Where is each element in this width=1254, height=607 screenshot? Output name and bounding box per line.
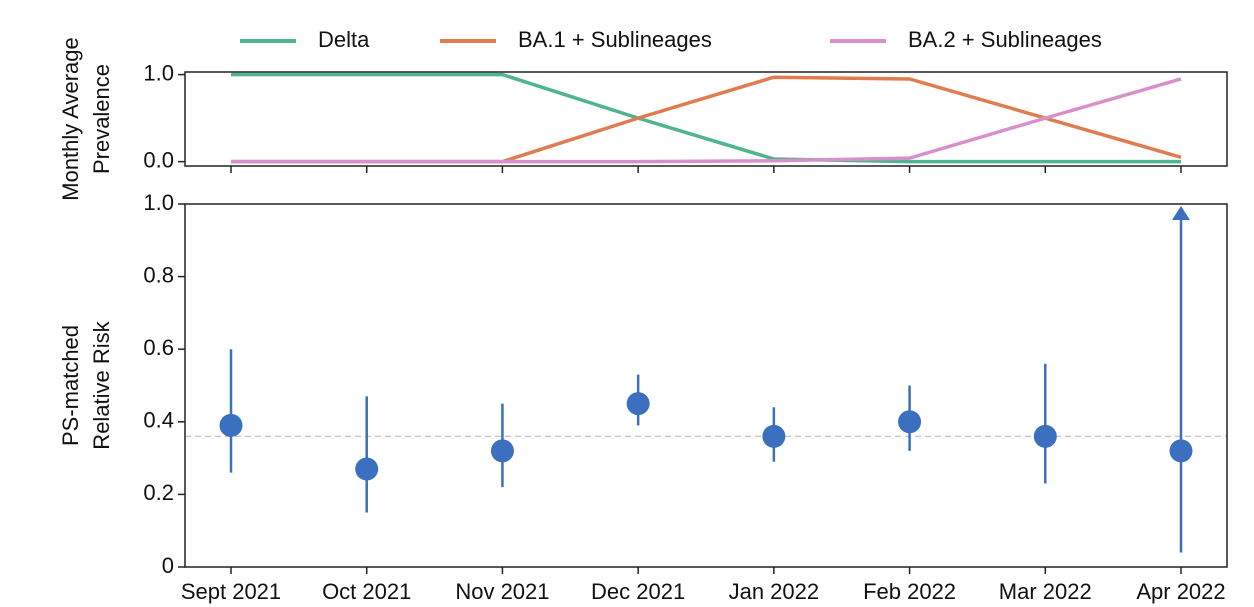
x-tick-label: Nov 2021 <box>455 579 549 604</box>
plot-frame <box>184 203 1228 568</box>
x-tick-label: Sept 2021 <box>181 579 281 604</box>
y-axis-label: Relative Risk <box>89 320 114 449</box>
y-tick-label: 0.8 <box>143 262 174 287</box>
point <box>898 410 922 434</box>
point <box>1033 424 1057 448</box>
point <box>219 413 243 437</box>
point <box>626 392 650 416</box>
x-tick-label: Oct 2021 <box>322 579 411 604</box>
point <box>355 457 379 481</box>
y-tick-label: 1.0 <box>143 190 174 215</box>
point <box>762 424 786 448</box>
legend-label: BA.2 + Sublineages <box>908 27 1102 52</box>
series-line <box>231 77 1182 164</box>
series-line <box>231 72 1181 164</box>
error-arrow <box>1172 206 1190 220</box>
x-tick-label: Apr 2022 <box>1136 579 1225 604</box>
plot-frame <box>184 71 1228 167</box>
legend-label: Delta <box>318 27 370 52</box>
y-axis-label: Prevalence <box>89 64 114 174</box>
x-tick-label: Dec 2021 <box>591 579 685 604</box>
y-tick-label: 0.2 <box>143 480 174 505</box>
y-tick-label: 0.6 <box>143 335 174 360</box>
y-tick-label: 0.0 <box>143 147 174 172</box>
x-tick-label: Jan 2022 <box>729 579 820 604</box>
point <box>490 439 514 463</box>
y-axis-label: PS-matched <box>58 325 83 446</box>
y-tick-label: 1.0 <box>143 60 174 85</box>
point <box>1169 439 1193 463</box>
y-tick-label: 0 <box>162 553 174 578</box>
y-axis-label: Monthly Average <box>58 37 83 200</box>
y-tick-label: 0.4 <box>143 408 174 433</box>
x-tick-label: Mar 2022 <box>999 579 1092 604</box>
legend-label: BA.1 + Sublineages <box>518 27 712 52</box>
x-tick-label: Feb 2022 <box>863 579 956 604</box>
